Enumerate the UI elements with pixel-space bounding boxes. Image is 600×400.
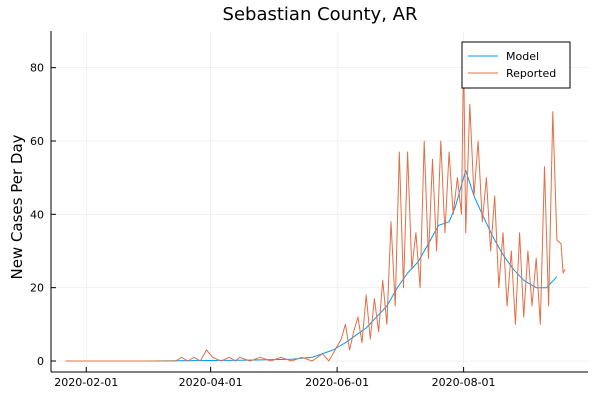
legend-label-model: Model <box>506 50 539 63</box>
legend-label-reported: Reported <box>506 67 556 80</box>
series-line-model <box>65 169 558 362</box>
y-tick-label: 0 <box>37 355 44 368</box>
y-tick-label: 20 <box>30 282 44 295</box>
axes: 2020-02-01 2020-04-01 2020-06-01 2020-08-01… <box>30 31 588 389</box>
legend-box <box>461 41 571 89</box>
series-line-reported <box>65 48 566 362</box>
y-axis-label: New Cases Per Day <box>8 134 26 279</box>
legend: Model Reported <box>461 41 571 89</box>
series-group <box>65 48 566 362</box>
y-tick-label: 60 <box>30 135 44 148</box>
chart-title: Sebastian County, AR <box>223 4 418 25</box>
x-tick-label: 2020-02-01 <box>54 376 118 389</box>
y-tick-label: 40 <box>30 208 44 221</box>
y-tick-label: 80 <box>30 62 44 75</box>
x-tick-label: 2020-06-01 <box>305 376 369 389</box>
x-tick-label: 2020-08-01 <box>432 376 496 389</box>
x-tick-label: 2020-04-01 <box>179 376 243 389</box>
